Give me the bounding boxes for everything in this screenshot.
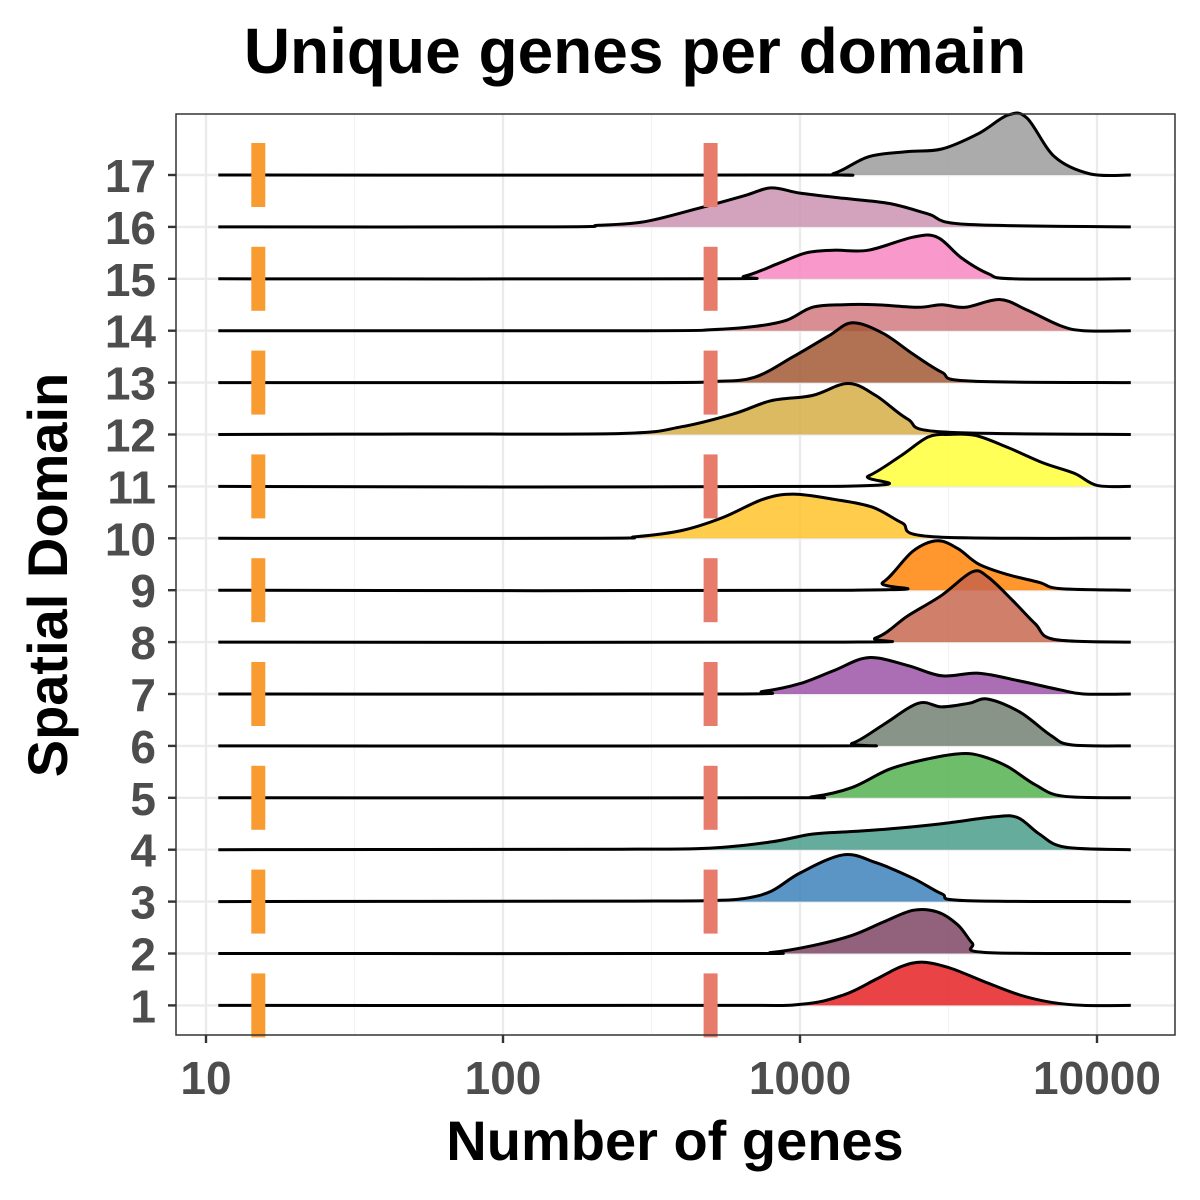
ridge-fill-15 xyxy=(218,235,1131,280)
y-tick-label: 3 xyxy=(130,877,156,929)
ridge-fill-8 xyxy=(218,570,1131,643)
ridge-fill-1 xyxy=(218,962,1131,1006)
ridge-domain-13 xyxy=(218,321,1131,385)
y-tick-label: 17 xyxy=(105,150,156,202)
threshold-1-dash xyxy=(251,973,266,1038)
threshold-2-dash xyxy=(703,143,718,207)
ridge-outline-12 xyxy=(218,382,1131,436)
ridge-fill-7 xyxy=(218,657,1131,695)
ridge-fill-10 xyxy=(218,494,1131,539)
x-tick-label: 10000 xyxy=(1033,1052,1161,1104)
y-tick-label: 2 xyxy=(130,929,156,981)
y-axis-title: Spatial Domain xyxy=(16,372,79,778)
ridge-domain-17 xyxy=(218,111,1131,178)
ridge-outline-17 xyxy=(218,111,1131,178)
ridge-fill-9 xyxy=(218,540,1131,591)
threshold-markers xyxy=(251,143,718,1038)
threshold-2-dash xyxy=(703,662,718,726)
chart-title: Unique genes per domain xyxy=(243,15,1027,87)
ridge-domain-10 xyxy=(218,492,1131,540)
x-tick-label: 10 xyxy=(180,1052,231,1104)
ridge-fill-11 xyxy=(218,433,1131,488)
ridge-fill-3 xyxy=(218,854,1131,902)
panel-border xyxy=(175,113,1176,1036)
threshold-1-dash xyxy=(251,350,266,415)
threshold-1-dash xyxy=(251,558,266,623)
ridge-domain-11 xyxy=(218,432,1131,489)
ridge-domain-8 xyxy=(218,569,1131,644)
threshold-2-dash xyxy=(703,246,718,311)
threshold-1-dash xyxy=(251,143,266,207)
ridge-fill-13 xyxy=(218,322,1131,383)
ridge-outline-9 xyxy=(218,539,1131,593)
y-tick-label: 1 xyxy=(130,980,156,1032)
y-tick-label: 8 xyxy=(130,617,156,669)
ridge-domain-16 xyxy=(218,186,1131,229)
y-tick-label: 5 xyxy=(130,773,156,825)
threshold-1-dash xyxy=(251,454,266,519)
ridge-domain-2 xyxy=(218,907,1131,956)
ridge-outline-11 xyxy=(218,432,1131,489)
ridge-outline-5 xyxy=(218,752,1131,800)
threshold-2-dash xyxy=(703,869,718,934)
y-tick-label: 11 xyxy=(107,461,156,513)
ridges xyxy=(218,111,1131,1008)
ridge-domain-12 xyxy=(218,382,1131,436)
ridge-fill-17 xyxy=(218,112,1131,176)
ridge-outline-1 xyxy=(218,960,1131,1008)
x-tick-label: 100 xyxy=(465,1052,542,1104)
ridge-fill-16 xyxy=(218,187,1131,228)
ridge-domain-6 xyxy=(218,697,1131,748)
ridge-outline-16 xyxy=(218,186,1131,229)
threshold-1-dash xyxy=(251,662,266,726)
ridge-outline-14 xyxy=(218,297,1131,333)
ridge-outline-6 xyxy=(218,697,1131,748)
ridge-outline-8 xyxy=(218,569,1131,644)
y-tick-label: 14 xyxy=(105,306,157,358)
y-tick-label: 12 xyxy=(105,410,156,462)
ridge-fill-2 xyxy=(218,909,1131,954)
threshold-1-dash xyxy=(251,869,266,934)
ridge-outline-3 xyxy=(218,852,1131,904)
ridge-domain-4 xyxy=(218,814,1131,852)
threshold-1-dash xyxy=(251,765,266,830)
ridge-outline-2 xyxy=(218,907,1131,956)
threshold-2-dash xyxy=(703,454,718,519)
y-tick-label: 10 xyxy=(105,513,156,565)
ridge-fill-4 xyxy=(218,815,1131,850)
y-tick-label: 16 xyxy=(105,202,156,254)
ridge-fill-6 xyxy=(218,698,1131,747)
threshold-2-dash xyxy=(703,973,718,1038)
ridge-domain-5 xyxy=(218,752,1131,800)
ridge-outline-13 xyxy=(218,321,1131,385)
threshold-1-dash xyxy=(251,246,266,311)
ridge-domain-14 xyxy=(218,297,1131,333)
y-tick-label: 6 xyxy=(130,721,156,773)
y-tick-label: 9 xyxy=(130,565,156,617)
ridge-fill-5 xyxy=(218,753,1131,798)
threshold-2-dash xyxy=(703,350,718,415)
ridge-domain-1 xyxy=(218,960,1131,1008)
ridge-domain-3 xyxy=(218,852,1131,904)
threshold-2-dash xyxy=(703,558,718,623)
ridge-fill-12 xyxy=(218,383,1131,435)
y-tick-label: 4 xyxy=(130,825,156,877)
y-tick-label: 15 xyxy=(105,254,156,306)
x-axis-title: Number of genes xyxy=(446,1109,904,1172)
y-tick-label: 13 xyxy=(105,358,156,410)
threshold-2-dash xyxy=(703,765,718,830)
y-tick-label: 7 xyxy=(130,669,156,721)
panel-background xyxy=(176,114,1175,1035)
ridge-domain-9 xyxy=(218,539,1131,593)
x-tick-label: 1000 xyxy=(749,1052,851,1104)
ridge-outline-10 xyxy=(218,492,1131,540)
ridge-outline-4 xyxy=(218,814,1131,852)
